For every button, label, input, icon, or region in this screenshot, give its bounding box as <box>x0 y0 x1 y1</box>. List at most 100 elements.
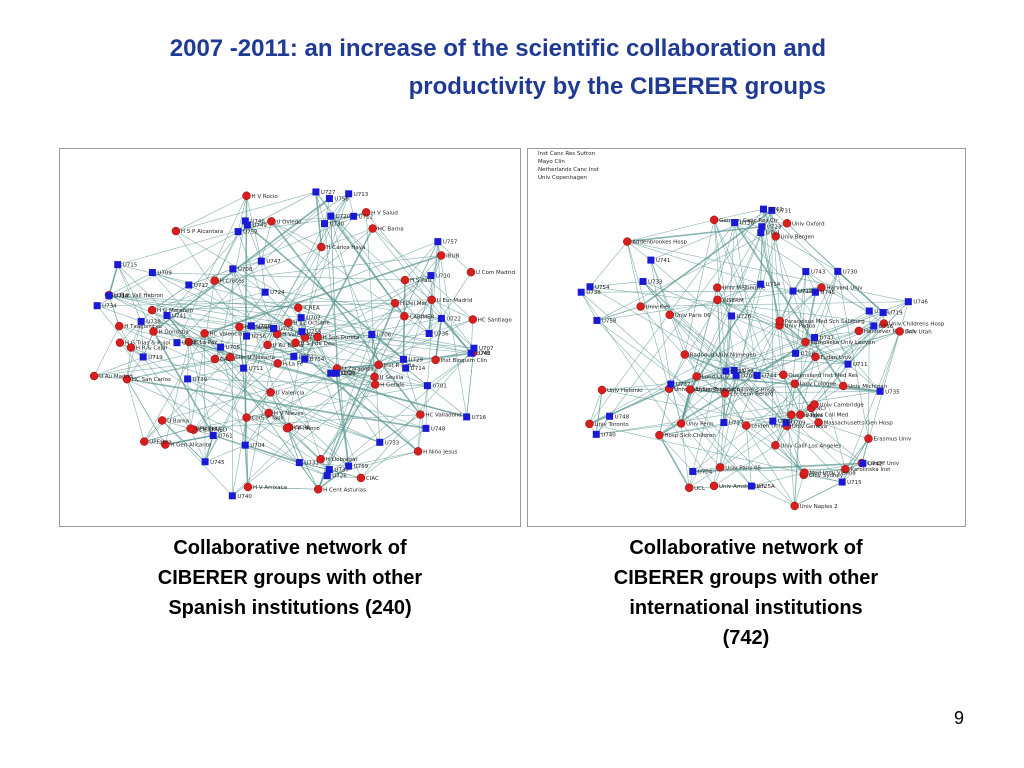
node-label: H R & Cajal <box>136 346 168 352</box>
network-edge <box>239 326 247 418</box>
institution-node-marker <box>390 298 400 308</box>
node-label: H S Pau <box>410 278 431 284</box>
network-edge <box>440 317 472 354</box>
institution-node-marker <box>800 468 809 477</box>
group-node-marker <box>904 298 912 306</box>
network-edge <box>837 271 869 439</box>
group-node: U745 <box>201 458 225 466</box>
group-node-marker <box>247 322 255 330</box>
node-label: U710 <box>436 274 451 280</box>
network-edge <box>580 292 691 390</box>
institution-node: HC Valladolid <box>416 410 462 419</box>
institution-node: HC Valencia <box>200 329 242 338</box>
network-edge <box>746 425 776 446</box>
network-edge <box>96 305 132 348</box>
network-edge <box>372 228 472 354</box>
node-label: U754 <box>310 357 325 363</box>
group-node-marker <box>229 265 237 273</box>
group-node-marker <box>667 380 675 388</box>
network-edge <box>188 341 467 418</box>
institution-node: Massachusetts Gen Hosp <box>814 418 893 427</box>
node-label: ICREA <box>303 306 320 312</box>
institution-node-marker <box>370 380 380 389</box>
network-edge <box>187 378 330 470</box>
group-node: U742 <box>467 349 491 357</box>
group-node: U736 <box>425 329 449 337</box>
node-label: U728 <box>182 341 197 347</box>
network-edge <box>794 481 843 507</box>
group-node: U748 <box>422 424 446 432</box>
institution-node-marker <box>879 319 889 328</box>
network-edge <box>247 224 262 262</box>
institution-node: Univ Melbourne <box>713 283 766 292</box>
network-edge <box>204 246 322 462</box>
network-edge <box>466 348 475 417</box>
institution-node: H Niño Jesus <box>413 447 458 456</box>
institution-node-marker <box>685 385 695 394</box>
network-edge <box>264 292 419 452</box>
node-label: Inst Bioquim Clin <box>441 358 488 364</box>
node-label: H S P Alcantara <box>181 229 224 235</box>
node-label: U744 <box>762 374 777 380</box>
institution-node-marker <box>313 485 323 494</box>
network-edge <box>324 223 373 335</box>
group-node-marker <box>243 332 251 340</box>
group-node-marker <box>325 195 333 203</box>
group-node: U715 <box>114 261 138 269</box>
group-node-marker <box>463 413 471 421</box>
institution-node: Univ Utah <box>895 327 932 336</box>
group-node-marker <box>760 205 768 213</box>
group-node: U747 <box>257 257 281 265</box>
institution-node: U Com Madrid <box>466 267 515 277</box>
institution-node: CorS P Tauli <box>242 413 284 422</box>
institution-node-marker <box>400 312 409 321</box>
institution-node-marker <box>210 276 219 285</box>
network-edge <box>405 367 428 386</box>
network-edge <box>260 261 266 293</box>
institution-node-marker <box>126 343 136 352</box>
network-edge <box>680 331 900 424</box>
institution-node-marker <box>839 381 848 391</box>
institution-node: H Del Mar <box>390 298 428 308</box>
node-label: Ctr Leon Berard <box>730 391 773 397</box>
institution-node-marker <box>771 441 780 450</box>
network-edge <box>176 198 330 343</box>
network-edge <box>246 224 405 360</box>
network-edge <box>336 255 442 374</box>
group-node-marker <box>789 287 797 295</box>
network-edge <box>425 385 428 429</box>
network-edge <box>724 393 747 426</box>
group-node-marker <box>834 267 842 275</box>
node-label: H Getafe <box>380 383 405 389</box>
node-label: U732 <box>676 382 691 388</box>
network-edge <box>596 306 641 321</box>
node-label: U Sevilla <box>380 375 404 381</box>
institution-node-marker <box>817 283 826 292</box>
institution-node-marker <box>775 316 784 326</box>
page-number: 9 <box>953 708 964 728</box>
network-edge <box>818 422 869 439</box>
network-edge <box>108 272 153 296</box>
network-edge <box>175 191 316 232</box>
institution-node-marker <box>427 295 436 305</box>
group-node-marker <box>297 314 305 322</box>
network-edge <box>244 417 247 446</box>
institution-node: Univ Iowa <box>787 410 823 420</box>
group-node-marker <box>792 349 800 357</box>
node-label: Aghia Sophia Childrens Hosp <box>695 388 775 394</box>
network-edge <box>761 226 780 326</box>
group-node-marker <box>173 339 181 347</box>
institution-node-marker <box>243 482 253 492</box>
node-label: U Oviedo <box>276 219 302 225</box>
network-edge <box>795 310 870 354</box>
network-edge <box>232 268 234 496</box>
network-edge <box>609 383 672 417</box>
network-edge <box>596 287 822 321</box>
institution-node: H La Fe <box>273 359 304 368</box>
group-node: U727 <box>312 188 336 196</box>
network-edge <box>659 434 693 472</box>
group-node-marker <box>592 430 600 438</box>
spanish-network-diagram: Inst R Sofia H J Canalejo U Sevilla H Txago… <box>59 148 521 527</box>
institution-node-marker <box>787 410 796 420</box>
network-edge <box>429 319 473 334</box>
